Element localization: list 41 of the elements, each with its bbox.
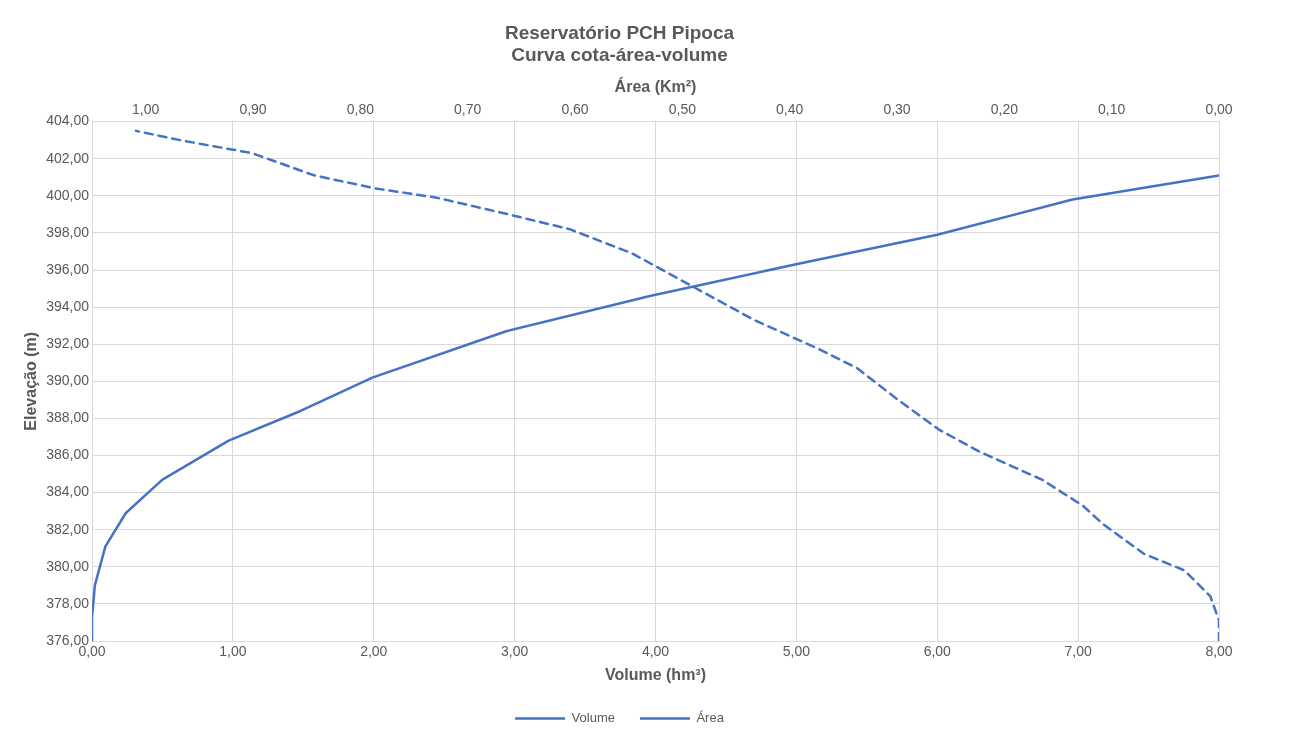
chart-subtitle: Curva cota-área-volume	[511, 44, 728, 66]
y-tick-label: 402,00	[46, 149, 90, 166]
y-tick-label: 392,00	[46, 335, 90, 352]
x-tick-label: 5,00	[782, 643, 811, 660]
x2-tick-label: 0,60	[561, 101, 589, 118]
y-tick-label: 388,00	[46, 409, 90, 426]
x2-tick-label: 0,40	[776, 101, 804, 118]
y-tick-label: 382,00	[46, 520, 90, 537]
x2-axis-title: Área (Km²)	[614, 76, 697, 95]
x-tick-label: 8,00	[1205, 643, 1233, 660]
x-tick-label: 4,00	[641, 643, 670, 660]
x2-tick-label: 0,10	[1098, 101, 1126, 118]
y-tick-label: 396,00	[46, 260, 90, 277]
x2-tick-label: 0,00	[1205, 101, 1233, 118]
x2-tick-label: 0,30	[883, 101, 911, 118]
y-tick-label: 380,00	[46, 557, 90, 574]
legend-label: Área	[696, 710, 725, 726]
x-tick-label: 1,00	[219, 643, 247, 660]
x2-tick-label: 0,20	[990, 101, 1019, 118]
x2-tick-label: 0,90	[239, 101, 267, 118]
x-tick-label: 7,00	[1064, 643, 1092, 660]
y-tick-label: 400,00	[46, 186, 90, 203]
x2-tick-label: 0,50	[668, 101, 697, 118]
y-tick-label: 384,00	[46, 483, 90, 500]
chart-title: Reservatório PCH Pipoca	[504, 21, 735, 43]
x2-tick-label: 0,70	[454, 101, 482, 118]
y-tick-label: 398,00	[46, 223, 90, 240]
x2-tick-label: 0,80	[346, 101, 375, 118]
x2-tick-label: 1,00	[132, 101, 160, 118]
x-tick-label: 6,00	[923, 643, 952, 660]
legend-label: Volume	[571, 710, 615, 726]
x-axis-title: Volume (hm³)	[604, 665, 707, 683]
x-tick-label: 2,00	[360, 643, 388, 660]
y-axis-title: Elevação (m)	[22, 331, 40, 431]
y-tick-label: 378,00	[46, 594, 90, 611]
y-tick-label: 404,00	[46, 112, 90, 129]
y-tick-label: 386,00	[46, 446, 90, 463]
y-tick-label: 390,00	[46, 372, 90, 389]
y-tick-label: 394,00	[46, 297, 90, 314]
y-tick-label: 376,00	[46, 631, 90, 648]
x-tick-label: 3,00	[501, 643, 529, 660]
